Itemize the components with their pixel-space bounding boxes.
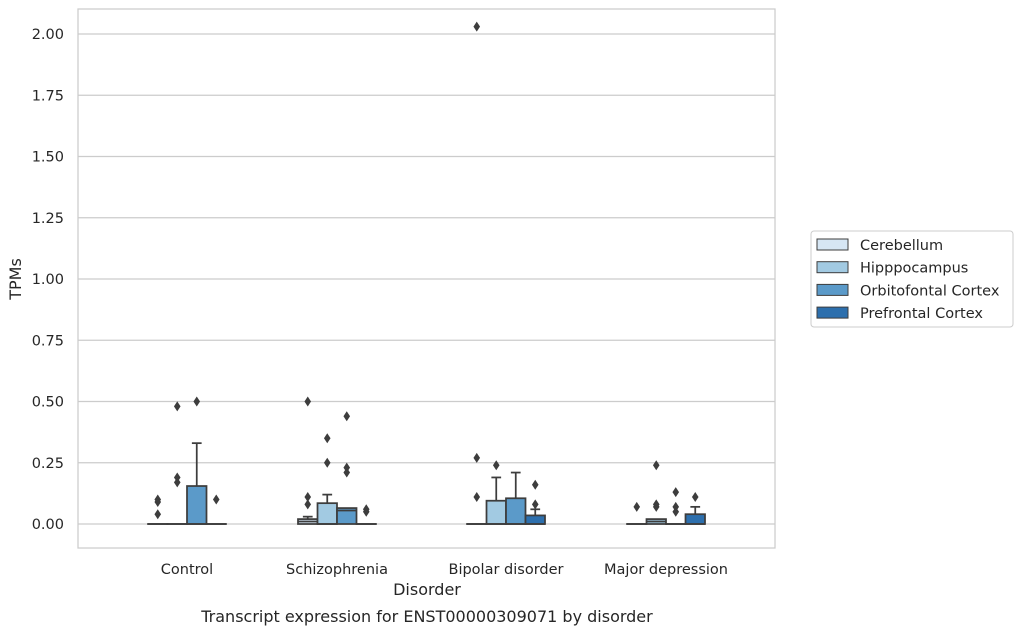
outlier-point [323,457,331,468]
legend-label: Orbitofontal Cortex [860,283,1000,299]
box [485,499,507,525]
x-tick-label: Bipolar disorder [449,562,564,578]
y-tick-label: 1.25 [32,211,64,227]
y-tick-label: 0.00 [32,517,64,533]
box [316,502,338,525]
outlier-point [473,452,481,463]
box-orbitofontal-cortex [336,507,358,525]
box [336,507,358,525]
outlier-point [492,460,500,471]
y-tick-label: 2.00 [32,27,64,43]
box-orbitofontal-cortex [186,442,208,525]
box-orbitofontal-cortex [505,471,527,525]
outlier-point [343,411,351,422]
outlier-point [362,504,370,515]
outlier-points [154,21,699,520]
outlier-point [531,499,539,510]
gridlines [78,33,775,525]
outlier-point [531,479,539,490]
outlier-point [173,472,181,483]
box-hipppocampus [316,493,338,525]
legend-frame [810,230,1014,328]
outlier-point [672,501,680,512]
legend-label: Prefrontal Cortex [860,306,983,322]
x-axis-label: Disorder [393,580,461,599]
box-cerebellum [297,515,319,525]
box [524,514,546,525]
box-groups [147,442,706,525]
outlier-point [212,494,220,505]
outlier-point [193,396,201,407]
x-tick-labels: Control Schizophrenia Bipolar disorder Majo… [161,562,728,578]
box [505,497,527,525]
x-tick-label: Schizophrenia [286,562,388,578]
chart-caption: Transcript expression for ENST0000030907… [200,607,653,626]
y-tick-label: 1.00 [32,272,64,288]
outlier-point [343,462,351,473]
outlier-point [173,401,181,412]
y-tick-label: 0.25 [32,456,64,472]
outlier-point [672,487,680,498]
outlier-point [652,499,660,510]
outlier-point [323,433,331,444]
outlier-point [473,21,481,32]
legend-swatch [816,306,849,319]
legend-swatch [816,283,849,296]
box-prefrontal-cortex [684,505,706,525]
legend-swatch [816,261,849,274]
y-tick-label: 0.75 [32,333,64,349]
outlier-point [473,492,481,503]
outlier-point [691,492,699,503]
outlier-point [652,460,660,471]
box [684,513,706,525]
box [186,485,208,525]
outlier-point [154,509,162,520]
outlier-point [304,396,312,407]
plot-frame [77,8,776,549]
legend-label: Cerebellum [860,238,943,254]
y-axis-label: TPMs [6,258,25,301]
x-tick-label: Major depression [604,562,728,578]
y-tick-labels: 0.00 0.25 0.50 0.75 1.00 1.25 1.50 1.75 2.00 [32,27,64,533]
legend: Cerebellum Hipppocampus Orbitofontal Corte… [810,230,1014,328]
legend-swatch [816,238,849,251]
box-hipppocampus [485,476,507,525]
outlier-point [304,499,312,510]
box-prefrontal-cortex [524,508,546,525]
legend-label: Hipppocampus [860,261,968,277]
y-tick-label: 0.50 [32,395,64,411]
box-hipppocampus [645,518,667,525]
y-tick-label: 1.75 [32,88,64,104]
outlier-point [154,494,162,505]
outlier-point [304,492,312,503]
y-tick-label: 1.50 [32,150,64,166]
x-tick-label: Control [161,562,213,578]
outlier-point [633,501,641,512]
